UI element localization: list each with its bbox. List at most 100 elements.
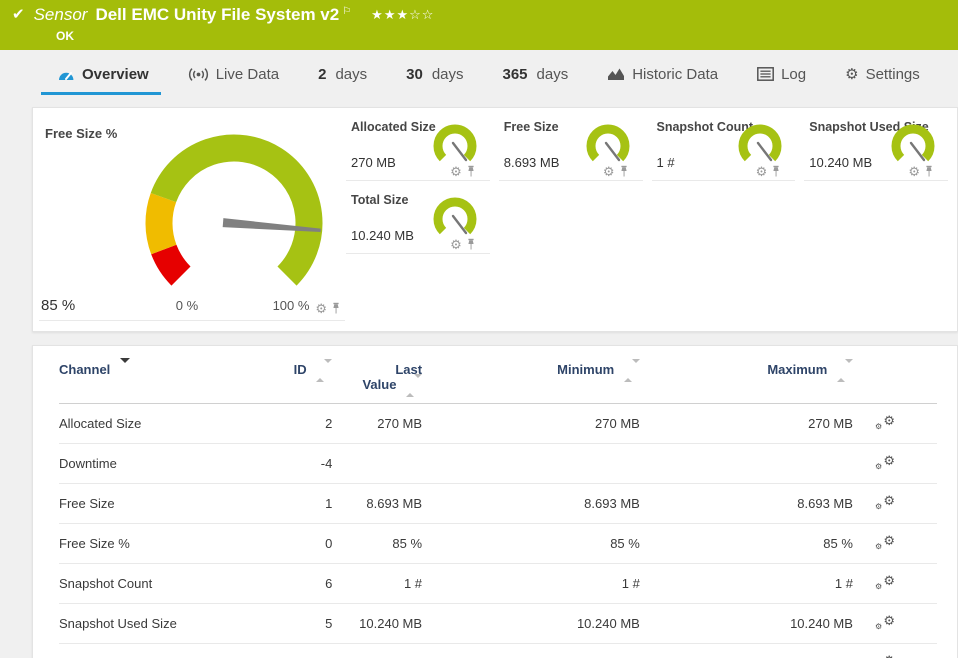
tab-bar: Overview Live Data 2 days 30 days 365 da…	[0, 50, 958, 98]
status-check-icon: ✔	[12, 5, 25, 23]
gauge-value: 1 #	[657, 155, 675, 170]
column-header-id[interactable]: ID	[277, 346, 332, 404]
tab-settings[interactable]: ⚙ Settings	[845, 51, 920, 97]
channels-table: Channel ID Last Value Minimum	[59, 346, 937, 658]
pin-icon[interactable]	[924, 165, 934, 178]
channel-maximum: 85 %	[640, 524, 853, 564]
table-header-row: Channel ID Last Value Minimum	[59, 346, 937, 404]
channel-gear-icon[interactable]: ⚙	[756, 165, 768, 178]
tab-log[interactable]: Log	[757, 51, 806, 97]
tab-overview[interactable]: Overview	[57, 51, 149, 97]
pin-icon[interactable]	[466, 238, 476, 251]
channel-gear-icon[interactable]: ⚙	[450, 238, 462, 251]
channel-name[interactable]: Downtime	[59, 444, 277, 484]
column-header-maximum[interactable]: Maximum	[640, 346, 853, 404]
sort-icon	[316, 363, 332, 378]
tab-live-data[interactable]: Live Data	[188, 51, 279, 97]
column-header-maximum-label: Maximum	[767, 362, 827, 377]
channel-id: 6	[277, 564, 332, 604]
channel-settings-button[interactable]: ⚙⚙	[875, 453, 895, 471]
channel-last-value: 10.240 MB	[332, 644, 422, 658]
channel-maximum: 8.693 MB	[640, 484, 853, 524]
sensor-name: Dell EMC Unity File System v2	[95, 5, 339, 25]
channel-settings-button[interactable]: ⚙⚙	[875, 613, 895, 631]
gauge-value: 270 MB	[351, 155, 396, 170]
pin-icon[interactable]	[466, 165, 476, 178]
settings-gear-icon: ⚙	[845, 65, 858, 83]
column-header-minimum-label: Minimum	[557, 362, 614, 377]
channel-id: 1	[277, 484, 332, 524]
channel-minimum: 10.240 MB	[422, 644, 640, 658]
channel-name[interactable]: Free Size	[59, 484, 277, 524]
channel-settings-button[interactable]: ⚙⚙	[875, 653, 895, 658]
table-row: Snapshot Count 6 1 # 1 # 1 # ⚙⚙	[59, 564, 937, 604]
channel-maximum	[640, 444, 853, 484]
channel-gear-icon[interactable]: ⚙	[908, 165, 920, 178]
channel-gear-icon[interactable]: ⚙	[450, 165, 462, 178]
gauge-max-label: 100 %	[263, 298, 319, 313]
column-header-last-value[interactable]: Last Value	[332, 346, 422, 404]
tab-live-data-label: Live Data	[216, 66, 279, 83]
sort-desc-icon	[120, 363, 130, 378]
channel-last-value: 8.693 MB	[332, 484, 422, 524]
column-header-channel-label: Channel	[59, 362, 110, 377]
pin-icon[interactable]	[619, 165, 629, 178]
channel-gear-icon[interactable]: ⚙	[603, 165, 615, 178]
pin-icon[interactable]	[331, 302, 341, 315]
gauge-icon	[57, 67, 75, 82]
sort-icon	[624, 363, 640, 378]
tab-2-days-number: 2	[318, 66, 326, 83]
pin-icon[interactable]	[771, 165, 781, 178]
gauge-min-label: 0 %	[165, 298, 209, 313]
channel-minimum: 85 %	[422, 524, 640, 564]
column-header-id-label: ID	[294, 362, 307, 377]
stars-empty[interactable]: ☆☆	[409, 7, 434, 22]
channel-gear-icon[interactable]: ⚙	[315, 302, 327, 315]
object-kind-label: Sensor	[34, 5, 88, 25]
priority-stars[interactable]: ★★★☆☆	[371, 7, 434, 23]
tab-30-days-number: 30	[406, 66, 423, 83]
channel-name[interactable]: Snapshot Count	[59, 564, 277, 604]
channel-id: 7	[277, 644, 332, 658]
tab-30-days[interactable]: 30 days	[406, 51, 463, 97]
channel-name[interactable]: Snapshot Used Size	[59, 604, 277, 644]
sort-icon	[837, 363, 853, 378]
channel-name[interactable]: Allocated Size	[59, 404, 277, 444]
live-data-icon	[188, 67, 209, 82]
channel-maximum: 270 MB	[640, 404, 853, 444]
channel-settings-button[interactable]: ⚙⚙	[875, 573, 895, 591]
channel-settings-button[interactable]: ⚙⚙	[875, 533, 895, 551]
tab-30-days-label: days	[432, 66, 464, 83]
mini-gauge-grid: Allocated Size 270 MB ⚙ Free Size 8.693 …	[346, 108, 957, 331]
gauge-title: Allocated Size	[351, 120, 436, 134]
tab-365-days-label: days	[537, 66, 569, 83]
channel-name[interactable]: Total Size	[59, 644, 277, 658]
tab-2-days[interactable]: 2 days	[318, 51, 367, 97]
tab-365-days[interactable]: 365 days	[503, 51, 569, 97]
priority-flag-icon[interactable]: ⚐	[342, 6, 351, 17]
table-row: Downtime -4 ⚙⚙	[59, 444, 937, 484]
gauge-value: 10.240 MB	[351, 228, 414, 243]
column-header-channel[interactable]: Channel	[59, 346, 277, 404]
free-size-percent-gauge	[124, 118, 344, 298]
gauge-title: Total Size	[351, 193, 408, 207]
status-badge: OK	[56, 29, 74, 43]
channel-name[interactable]: Free Size %	[59, 524, 277, 564]
gauge-card-total-size: Total Size 10.240 MB ⚙	[346, 181, 490, 254]
channel-minimum: 270 MB	[422, 404, 640, 444]
tab-365-days-number: 365	[503, 66, 528, 83]
table-row: Snapshot Used Size 5 10.240 MB 10.240 MB…	[59, 604, 937, 644]
channel-last-value: 1 #	[332, 564, 422, 604]
channel-settings-button[interactable]: ⚙⚙	[875, 413, 895, 431]
stars-filled[interactable]: ★★★	[371, 7, 409, 22]
gauges-panel: Free Size % 0 % 100 % 85 % ⚙	[32, 107, 958, 332]
column-header-actions	[853, 346, 937, 404]
table-row: Free Size % 0 85 % 85 % 85 % ⚙⚙	[59, 524, 937, 564]
channel-id: 5	[277, 604, 332, 644]
tab-historic-data[interactable]: Historic Data	[607, 51, 718, 97]
channel-settings-button[interactable]: ⚙⚙	[875, 493, 895, 511]
channel-minimum	[422, 444, 640, 484]
column-header-minimum[interactable]: Minimum	[422, 346, 640, 404]
sort-icon	[406, 378, 422, 393]
gauge-card-snapshot-used-size: Snapshot Used Size 10.240 MB ⚙	[804, 108, 948, 181]
